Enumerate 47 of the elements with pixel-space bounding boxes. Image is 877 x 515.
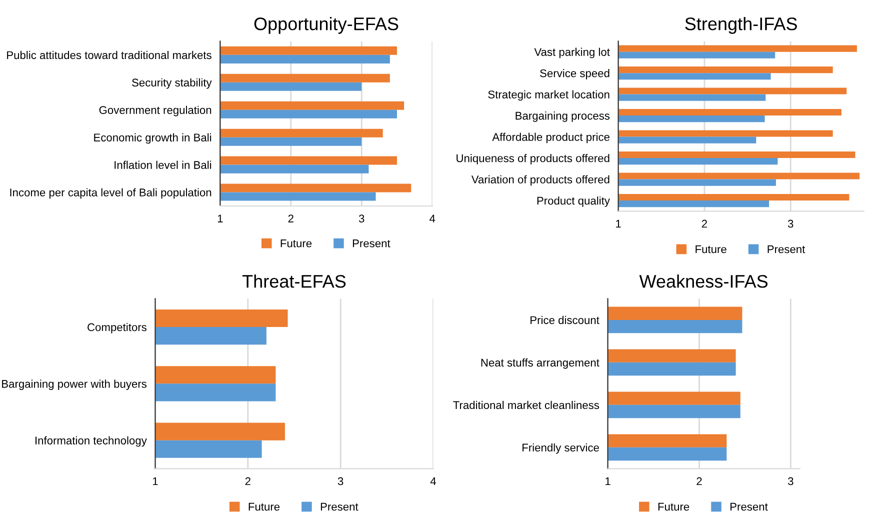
y-tick-label: Public attitudes toward traditional markets — [7, 50, 212, 60]
legend-label: Future — [696, 245, 726, 254]
legend-label: Present — [320, 502, 358, 511]
x-tick-label: 1 — [616, 220, 621, 228]
y-tick-label: Competitors — [88, 323, 146, 334]
y-tick-label: Neat stuffs arrangement — [481, 358, 600, 369]
y-tick-label: Security stability — [132, 78, 212, 89]
y-tick-label: Friendly service — [522, 443, 599, 454]
chart-title: Threat-EFAS — [242, 274, 346, 288]
legend-label: Future — [248, 502, 280, 511]
y-tick-label: Strategic market location — [488, 90, 610, 101]
legend-label: Present — [730, 502, 768, 511]
legend-label: Future — [658, 502, 690, 511]
y-tick-label: Vast parking lot — [534, 48, 610, 58]
y-tick-label: Information technology — [36, 436, 147, 447]
y-tick-label: Product quality — [537, 196, 610, 207]
y-tick-label: Affordable product price — [492, 132, 610, 144]
y-tick-label: Uniqueness of products offered — [456, 154, 610, 164]
legend-label: Present — [768, 245, 806, 254]
y-tick-label: Variation of products offered — [471, 175, 610, 186]
x-tick-label: 3 — [788, 220, 794, 228]
x-tick-label: 1 — [152, 477, 158, 486]
y-tick-label: Bargaining process — [516, 112, 610, 122]
legend-label: Present — [352, 240, 390, 248]
y-tick-label: Bargaining power with buyers — [2, 380, 147, 390]
x-tick-label: 1 — [606, 477, 610, 486]
x-tick-label: 2 — [696, 477, 702, 486]
y-tick-label: Government regulation — [99, 106, 212, 116]
x-tick-label: 3 — [788, 477, 794, 486]
chart-title: Strength-IFAS — [685, 17, 797, 34]
x-tick-label: 2 — [702, 220, 707, 228]
y-tick-label: Inflation level in Bali — [114, 160, 212, 169]
x-tick-label: 2 — [245, 477, 250, 486]
x-tick-label: 4 — [430, 477, 436, 486]
x-tick-label: 1 — [218, 214, 223, 222]
y-tick-label: Price discount — [530, 316, 600, 324]
y-tick-label: Economic growth in Bali — [94, 133, 212, 144]
x-tick-label: 3 — [358, 214, 364, 222]
x-tick-label: 3 — [338, 477, 344, 486]
y-tick-label: Income per capita level of Bali population — [10, 188, 212, 199]
y-tick-label: Service speed — [540, 69, 610, 80]
chart-title: Opportunity-EFAS — [254, 17, 398, 34]
x-tick-label: 2 — [288, 214, 294, 222]
x-tick-label: 4 — [430, 214, 436, 222]
legend-label: Future — [280, 240, 312, 248]
y-tick-label: Traditional market cleanliness — [453, 400, 600, 410]
chart-title: Weakness-IFAS — [639, 274, 768, 288]
